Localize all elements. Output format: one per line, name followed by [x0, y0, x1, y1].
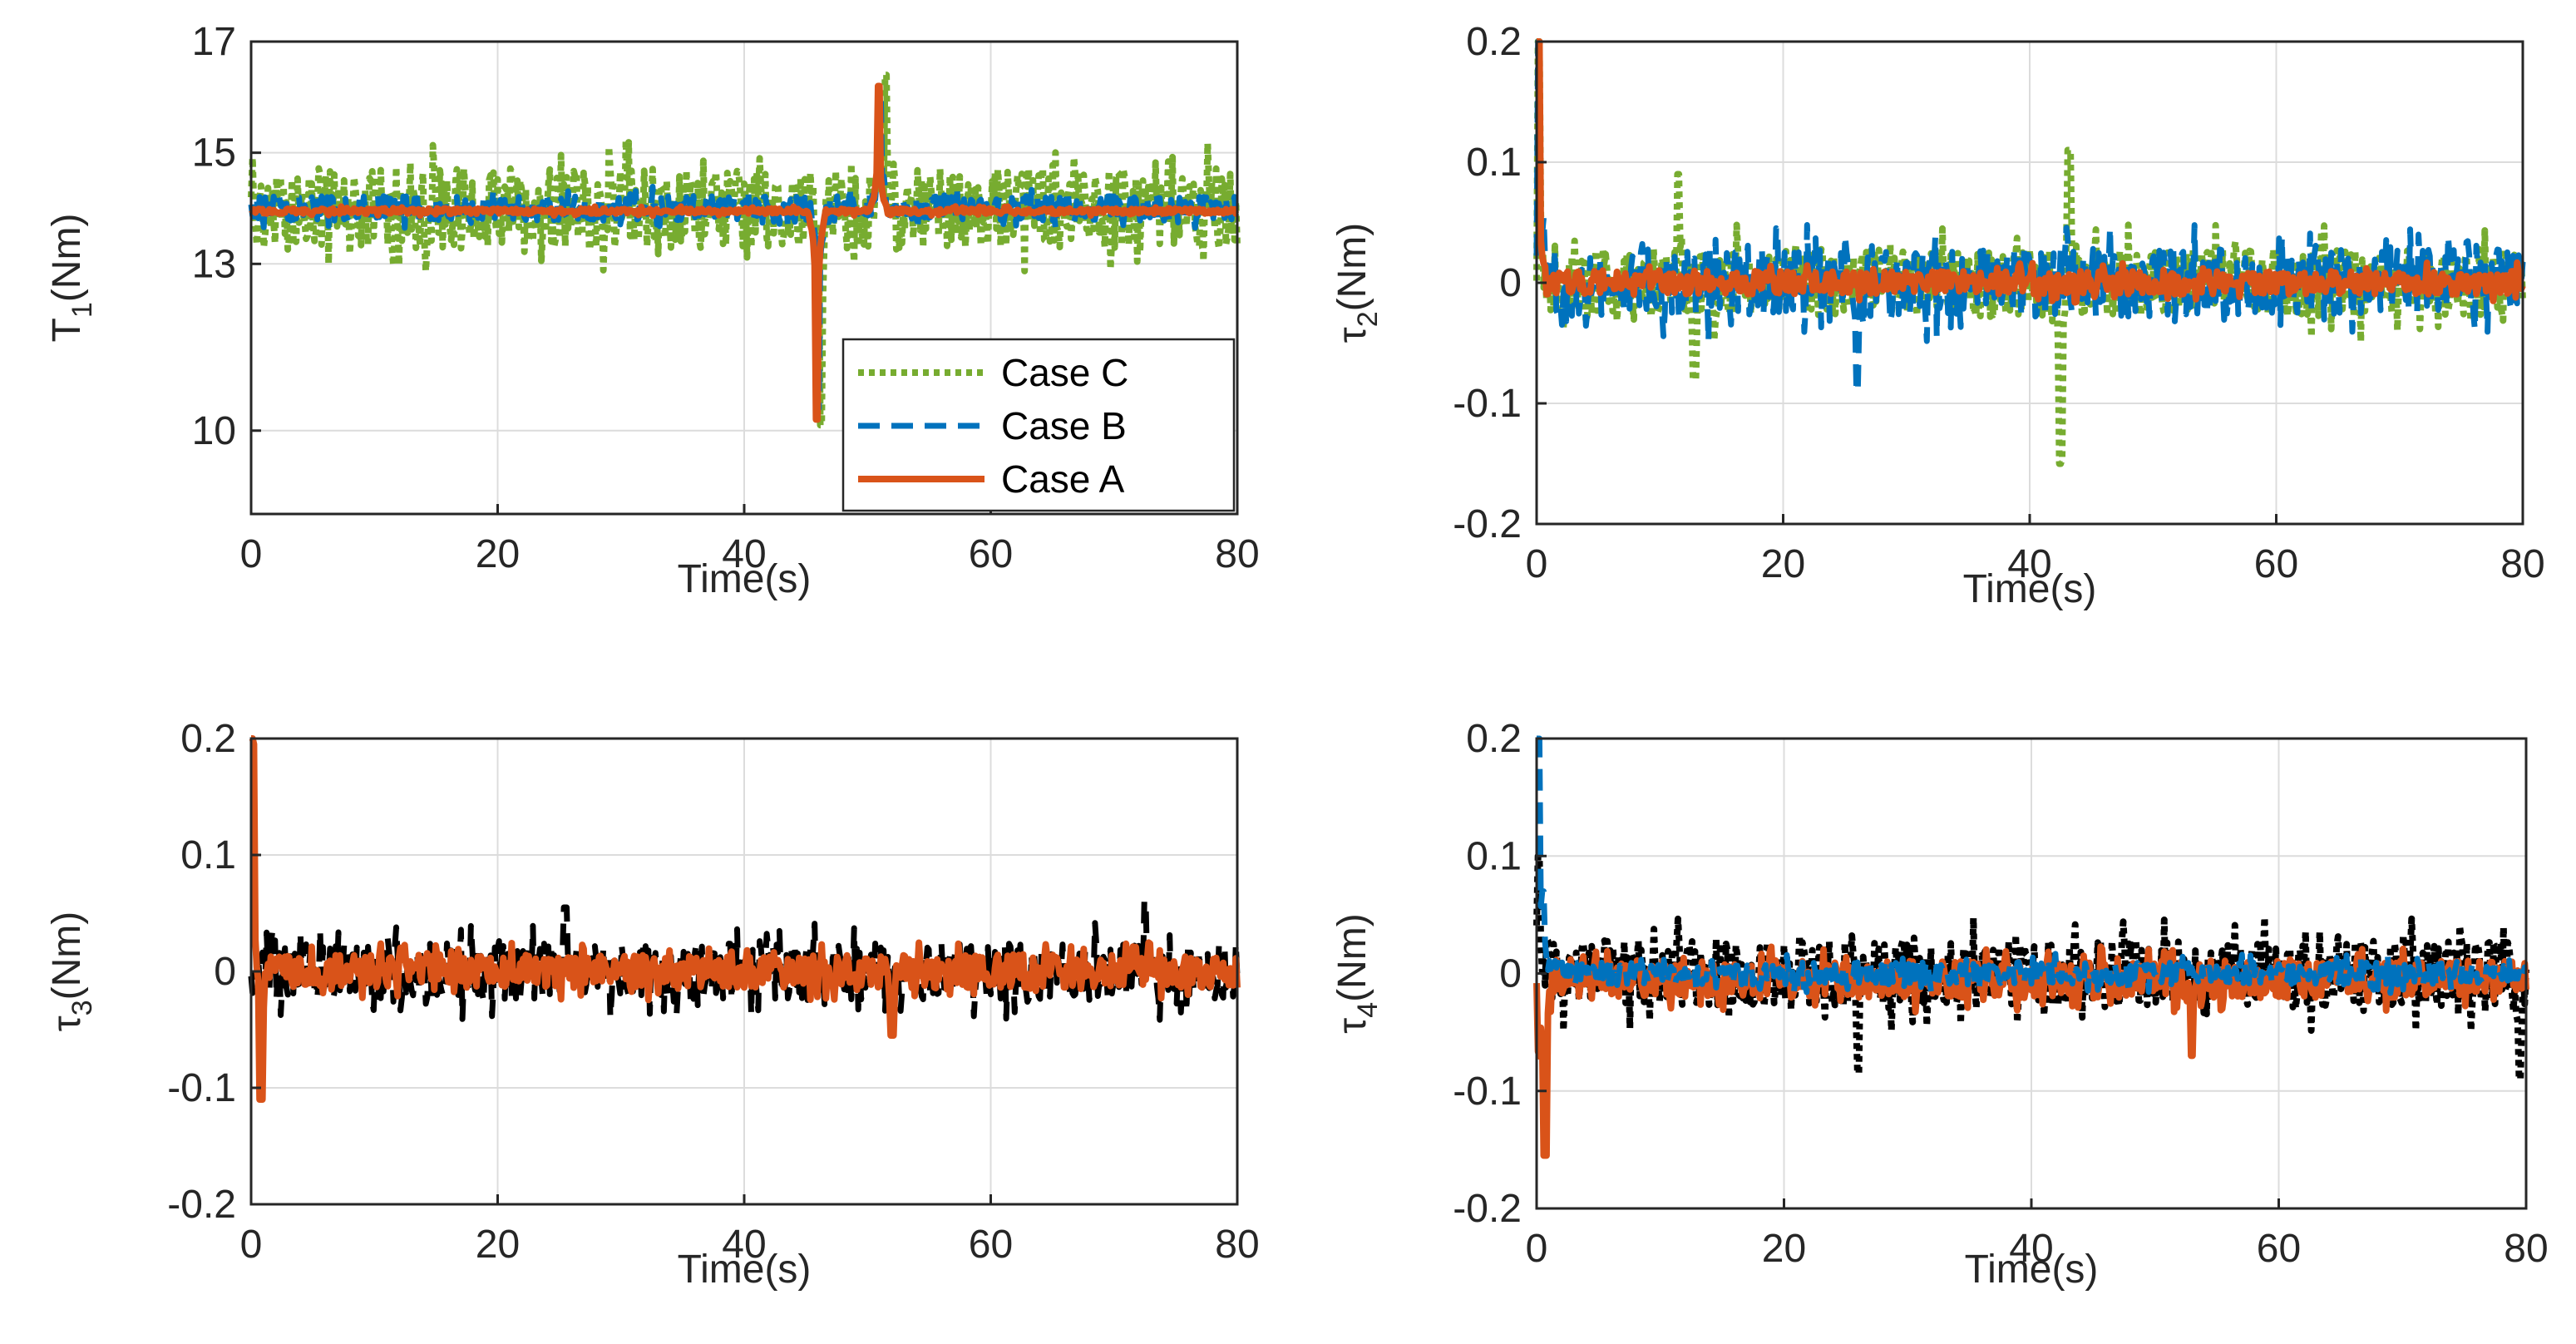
- y-axis-label: τ3(Nm): [45, 912, 98, 1032]
- x-axis-label: Time(s): [678, 1248, 812, 1292]
- x-tick-label: 40: [722, 532, 766, 576]
- y-axis-label: τ4(Nm): [1330, 913, 1384, 1034]
- legend-entry-label: Case A: [1001, 457, 1125, 501]
- x-tick-label: 60: [2257, 1227, 2301, 1271]
- x-tick-label: 20: [476, 1223, 520, 1267]
- legend: Case C Case B Case A: [841, 338, 1236, 512]
- y-tick-label: -0.2: [1453, 502, 1522, 546]
- x-axis-label: Time(s): [678, 557, 812, 601]
- y-tick-label: 0.1: [180, 833, 236, 877]
- y-tick-label: 0: [214, 950, 236, 994]
- x-tick-label: 0: [240, 1223, 263, 1267]
- x-tick-label: 40: [2009, 1227, 2053, 1271]
- y-tick-label: 0: [1499, 952, 1522, 996]
- series-line-case-c: [248, 72, 1241, 429]
- y-axis-label: τ2(Nm): [1330, 223, 1384, 343]
- series-line-trace-2: [1533, 943, 2529, 1159]
- x-tick-label: 20: [1761, 542, 1805, 586]
- series-line-trace-1: [248, 898, 1241, 1023]
- chart-panel-bottom-left: 0 20 40 60 80 -0.2 -0.1 0 0.1 0.2 Time(s) τ3(Nm): [45, 717, 1260, 1292]
- x-tick-label: 20: [1762, 1227, 1806, 1271]
- y-tick-label: 15: [192, 131, 236, 175]
- x-tick-label: 0: [1526, 1227, 1548, 1271]
- x-tick-label: 40: [2007, 542, 2051, 586]
- x-tick-label: 60: [969, 1223, 1013, 1267]
- x-tick-label: 80: [2500, 542, 2544, 586]
- x-tick-label: 80: [1215, 1223, 1259, 1267]
- x-tick-label: 40: [722, 1223, 766, 1267]
- chart-panel-bottom-right: 0 20 40 60 80 -0.2 -0.1 0 0.1 0.2 Time(s) τ4(Nm): [1330, 717, 2549, 1292]
- y-tick-label: -0.1: [1453, 1070, 1522, 1114]
- series-line-trace-3: [1535, 735, 2528, 996]
- y-tick-label: -0.1: [167, 1066, 236, 1110]
- series-line-case-a: [249, 82, 1240, 423]
- x-tick-label: 80: [2504, 1227, 2548, 1271]
- x-tick-label: 0: [240, 532, 263, 576]
- y-tick-label: -0.1: [1453, 382, 1522, 426]
- series-line-trace-3: [1534, 38, 2526, 306]
- y-tick-label: 17: [192, 20, 236, 64]
- y-tick-label: -0.2: [1453, 1187, 1522, 1231]
- y-tick-label: 0.2: [1466, 20, 1522, 64]
- y-tick-label: 0.2: [180, 717, 236, 761]
- y-tick-label: 10: [192, 409, 236, 453]
- x-tick-label: 20: [476, 532, 520, 576]
- y-tick-label: 0.2: [1466, 717, 1522, 761]
- x-tick-label: 80: [1215, 532, 1259, 576]
- series-line-trace-2: [249, 735, 1241, 1103]
- x-axis-label: Time(s): [1965, 1248, 2099, 1292]
- legend-entry-label: Case C: [1001, 351, 1128, 394]
- y-tick-label: 13: [192, 242, 236, 286]
- y-tick-label: 0.1: [1466, 834, 1522, 878]
- y-tick-label: -0.2: [167, 1183, 236, 1227]
- x-tick-label: 0: [1526, 542, 1548, 586]
- legend-entry-label: Case B: [1001, 404, 1127, 447]
- y-tick-label: 0: [1499, 261, 1522, 305]
- x-tick-label: 60: [969, 532, 1013, 576]
- x-tick-label: 60: [2254, 542, 2298, 586]
- x-axis-label: Time(s): [1963, 567, 2097, 611]
- y-tick-label: 0.1: [1466, 141, 1522, 185]
- y-axis-label: T1(Nm): [45, 214, 98, 343]
- chart-panel-top-right: 0 20 40 60 80 -0.2 -0.1 0 0.1 0.2 Time(s) τ2(Nm): [1330, 20, 2545, 611]
